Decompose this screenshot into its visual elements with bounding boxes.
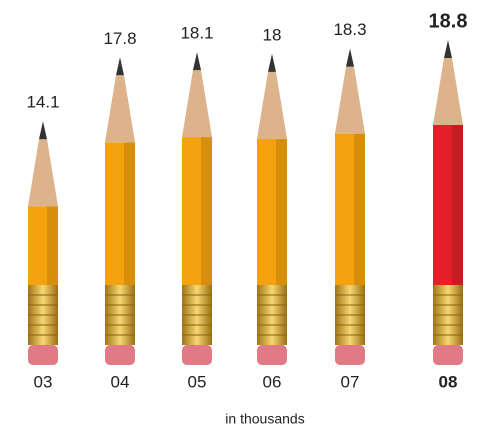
value-label: 17.8 bbox=[103, 29, 136, 48]
pencil-tip bbox=[444, 40, 452, 58]
pencil-tip bbox=[116, 57, 124, 76]
pencil-body-shade bbox=[47, 206, 58, 285]
x-tick-label: 07 bbox=[341, 372, 360, 391]
pencil-body bbox=[257, 138, 287, 285]
pencil-wood bbox=[257, 71, 287, 139]
pencil bbox=[105, 57, 135, 365]
pencil bbox=[28, 121, 58, 365]
pencil-body bbox=[182, 137, 212, 285]
pencil-body-shade bbox=[124, 142, 135, 285]
pencil-body bbox=[28, 206, 58, 285]
pencil-body bbox=[105, 142, 135, 285]
pencil-body bbox=[335, 133, 365, 285]
pencil bbox=[433, 40, 463, 365]
value-label: 18.3 bbox=[333, 20, 366, 39]
pencil-wood bbox=[105, 75, 135, 143]
pencil-eraser bbox=[335, 345, 365, 365]
x-axis-label: in thousands bbox=[225, 411, 304, 427]
pencil bbox=[257, 53, 287, 365]
pencil-tip bbox=[268, 53, 276, 72]
x-tick-label: 05 bbox=[188, 372, 207, 391]
value-label: 18.8 bbox=[429, 10, 468, 32]
pencil-eraser bbox=[182, 345, 212, 365]
pencil-body-shade bbox=[452, 125, 463, 285]
pencil bbox=[335, 48, 365, 365]
pencil-body-shade bbox=[354, 133, 365, 285]
pencil-body-shade bbox=[201, 137, 212, 285]
pencil-wood bbox=[335, 66, 365, 134]
x-tick-label: 04 bbox=[111, 372, 130, 391]
pencil bbox=[182, 52, 212, 365]
pencil-body-shade bbox=[276, 138, 287, 285]
pencil-eraser bbox=[257, 345, 287, 365]
x-tick-label: 06 bbox=[263, 372, 282, 391]
pencil-wood bbox=[28, 139, 58, 207]
pencil-wood bbox=[182, 70, 212, 138]
pencil-eraser bbox=[28, 345, 58, 365]
pencil-tip bbox=[39, 121, 47, 140]
value-label: 14.1 bbox=[26, 93, 59, 112]
value-label: 18 bbox=[263, 25, 282, 44]
x-tick-label: 03 bbox=[34, 372, 53, 391]
pencil-eraser bbox=[105, 345, 135, 365]
pencil-wood bbox=[433, 58, 463, 125]
pencil-tip bbox=[193, 52, 201, 71]
pencil-eraser bbox=[433, 345, 463, 365]
pencil-tip bbox=[346, 48, 354, 67]
pencil-body bbox=[433, 125, 463, 285]
x-tick-label: 08 bbox=[439, 372, 458, 391]
value-label: 18.1 bbox=[180, 24, 213, 43]
